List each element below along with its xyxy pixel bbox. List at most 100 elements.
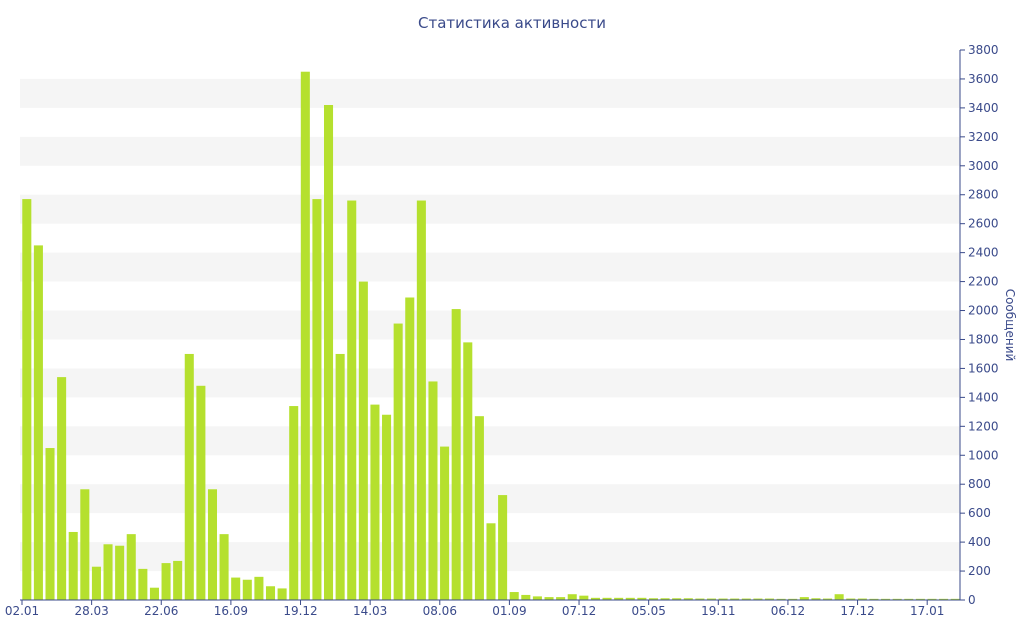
- x-tick-label: 14.03: [353, 604, 387, 618]
- bar: [254, 576, 264, 600]
- bar: [939, 598, 949, 600]
- bar: [556, 597, 566, 600]
- bar: [68, 531, 78, 600]
- bar: [823, 598, 833, 600]
- bar: [324, 105, 334, 600]
- bar: [115, 545, 125, 600]
- y-tick-label: 600: [968, 506, 991, 520]
- bar: [312, 199, 322, 600]
- grid-band: [20, 368, 960, 398]
- y-tick-label: 2600: [968, 217, 999, 231]
- bar: [289, 406, 299, 600]
- bar: [382, 414, 392, 600]
- bar: [881, 598, 891, 600]
- bar: [405, 297, 415, 600]
- bar: [950, 598, 960, 600]
- bar: [138, 568, 148, 600]
- bar: [811, 598, 821, 600]
- bar: [660, 598, 670, 600]
- bar: [799, 597, 809, 600]
- y-tick-label: 1600: [968, 361, 999, 375]
- bar: [451, 309, 461, 600]
- bar: [161, 563, 171, 600]
- bar: [335, 353, 345, 600]
- bar: [915, 598, 925, 600]
- x-axis-ticks: 02.01 28.03 22.06 16.09 19.12 14.03 08.06 01.09…: [5, 600, 944, 618]
- grid-bands: [20, 78, 960, 572]
- bar: [741, 598, 751, 600]
- bar: [347, 200, 357, 600]
- y-tick-label: 3000: [968, 159, 999, 173]
- bar: [672, 598, 682, 600]
- bar: [486, 523, 496, 600]
- bar: [637, 597, 647, 600]
- grid-band: [20, 78, 960, 108]
- bar: [567, 594, 577, 600]
- x-tick-label: 17.01: [910, 604, 944, 618]
- bar: [753, 598, 763, 600]
- bar: [892, 598, 902, 600]
- bar: [393, 323, 403, 600]
- x-tick-label: 05.05: [631, 604, 665, 618]
- bar: [590, 597, 600, 600]
- y-tick-label: 2200: [968, 275, 999, 289]
- bar: [730, 598, 740, 600]
- y-tick-label: 200: [968, 564, 991, 578]
- y-tick-label: 1800: [968, 332, 999, 346]
- bar: [80, 489, 90, 600]
- y-tick-label: 1200: [968, 419, 999, 433]
- bar: [440, 446, 450, 600]
- bar: [625, 597, 635, 600]
- bar: [846, 598, 856, 600]
- bar: [33, 245, 43, 600]
- grid-band: [20, 310, 960, 340]
- y-axis-label: Сообщений: [1003, 289, 1017, 362]
- bar: [463, 342, 473, 600]
- y-tick-label: 800: [968, 477, 991, 491]
- y-tick-label: 3200: [968, 130, 999, 144]
- bar: [904, 598, 914, 600]
- bar: [869, 598, 879, 600]
- bar: [22, 199, 32, 600]
- x-tick-label: 01.09: [492, 604, 526, 618]
- bar: [544, 597, 554, 600]
- bar: [834, 594, 844, 600]
- bar: [521, 594, 531, 600]
- bar: [695, 598, 705, 600]
- bar: [416, 200, 426, 600]
- bar: [474, 416, 484, 600]
- bar: [579, 595, 589, 600]
- x-tick-label: 08.06: [423, 604, 457, 618]
- y-tick-label: 0: [968, 593, 976, 607]
- bar: [648, 598, 658, 600]
- bar: [370, 404, 380, 600]
- grid-band: [20, 136, 960, 166]
- bar: [242, 579, 252, 600]
- y-tick-label: 1400: [968, 390, 999, 404]
- bar: [857, 598, 867, 600]
- bar: [776, 598, 786, 600]
- chart-title: Статистика активности: [418, 14, 606, 32]
- bar: [184, 353, 194, 600]
- bar: [196, 385, 206, 600]
- bar: [602, 597, 612, 600]
- grid-band: [20, 426, 960, 456]
- bar: [91, 566, 101, 600]
- bar: [231, 577, 241, 600]
- y-axis-ticks: 0 200 400 600 800 1000 1200 1400 1600 1800 2000 220…: [960, 43, 999, 607]
- y-tick-label: 3400: [968, 101, 999, 115]
- bar: [358, 281, 368, 600]
- bar: [45, 448, 55, 600]
- bar: [207, 489, 218, 600]
- bar-series: [22, 71, 960, 600]
- bar: [927, 598, 937, 600]
- y-tick-label: 3600: [968, 72, 999, 86]
- bar: [219, 534, 229, 600]
- bar: [126, 534, 136, 600]
- y-tick-label: 2000: [968, 304, 999, 318]
- bar: [532, 596, 542, 600]
- x-tick-label: 17.12: [840, 604, 874, 618]
- x-tick-label: 07.12: [562, 604, 596, 618]
- bar: [614, 597, 624, 600]
